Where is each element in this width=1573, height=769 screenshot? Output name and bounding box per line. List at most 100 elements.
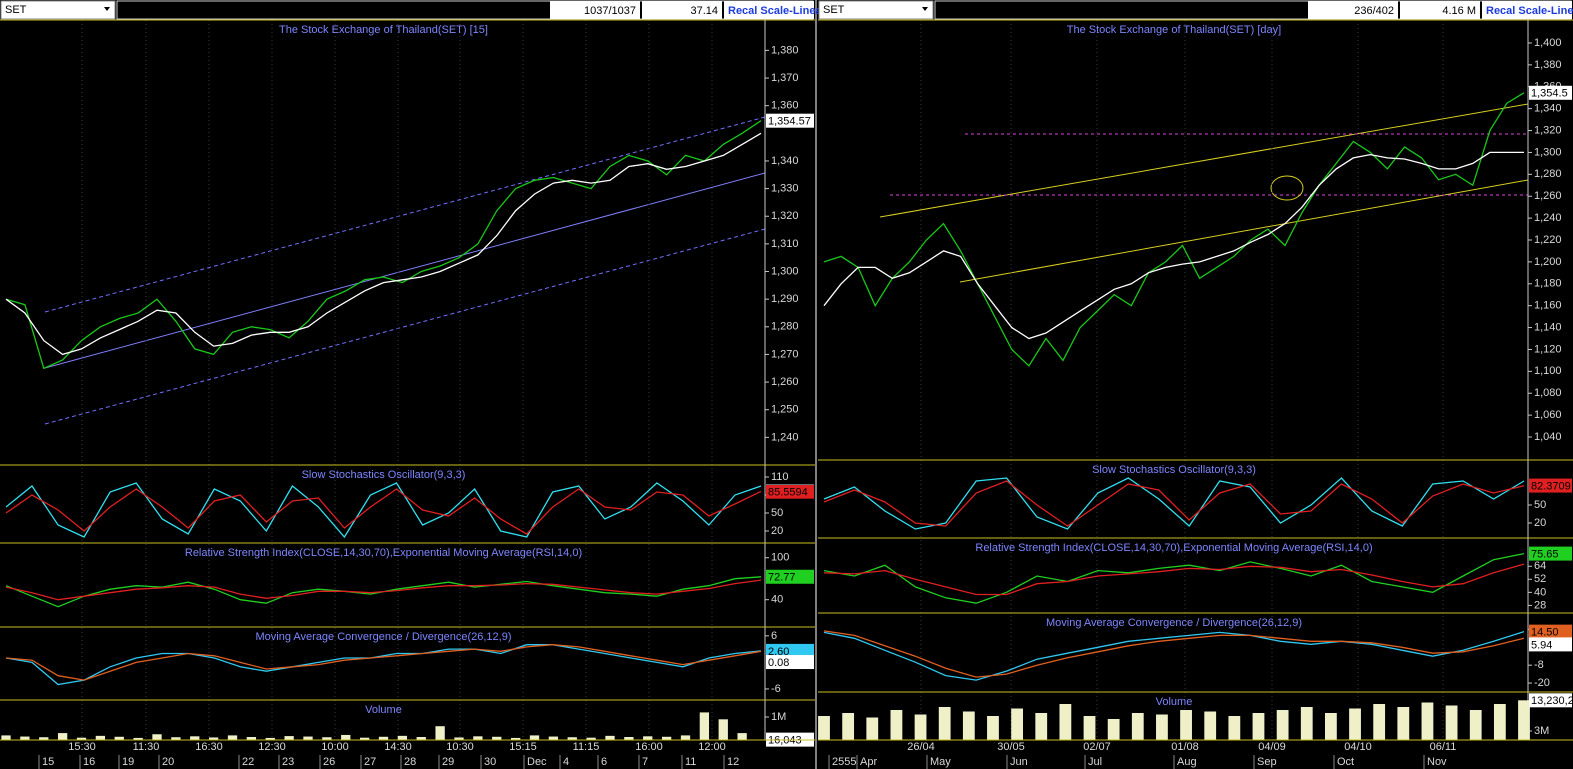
count-box <box>550 1 640 19</box>
volume-bar <box>208 737 219 740</box>
y-tick-label: 1,240 <box>771 431 799 443</box>
volume-bar <box>454 737 464 740</box>
y-tick-label: 1,060 <box>1534 409 1562 421</box>
x-date-label: 15 <box>42 756 54 768</box>
volume-bar <box>416 737 426 740</box>
series-line <box>5 644 762 681</box>
series-line <box>823 480 1525 527</box>
x-date-label: Nov <box>1427 756 1447 768</box>
value-label: 72.77 <box>768 572 796 584</box>
value-label: 85.5594 <box>768 487 808 499</box>
y-tick-label: 6 <box>771 630 777 642</box>
volume-bar <box>1011 708 1024 740</box>
x-time-label: 30/05 <box>997 741 1025 753</box>
volume-bar <box>39 737 49 740</box>
y-tick-label: 1,280 <box>1534 168 1562 180</box>
panel-title: The Stock Exchange of Thailand(SET) [day… <box>1067 24 1281 36</box>
value-label-box <box>1529 637 1572 652</box>
volume-bar <box>1 735 11 740</box>
volume-bar <box>1156 714 1168 740</box>
recal-button-label[interactable]: Recal Scale-Linea <box>728 5 822 17</box>
volume-bar <box>718 719 728 740</box>
x-date-label: 27 <box>364 756 376 768</box>
value-label-box <box>766 569 814 584</box>
panel-title: Relative Strength Index(CLOSE,14,30,70),… <box>185 547 582 559</box>
x-date-label: 11 <box>685 756 696 768</box>
series-line <box>5 644 762 686</box>
value-label-box <box>1529 478 1572 493</box>
volume-bar <box>95 735 106 740</box>
x-time-label: 12:30 <box>258 741 286 753</box>
x-time-label: 04/09 <box>1258 741 1286 753</box>
y-tick-label: 1,240 <box>1534 212 1562 224</box>
volume-bar <box>57 733 68 740</box>
symbol-box[interactable] <box>0 0 116 20</box>
panel-title: Slow Stochastics Oscillator(9,3,3) <box>302 469 466 481</box>
volume-bar <box>397 735 408 740</box>
symbol[interactable]: SET <box>823 4 845 16</box>
y-tick-label: 50 <box>1534 499 1546 511</box>
y-tick-label: 1,340 <box>1534 103 1562 115</box>
x-time-label: 04/10 <box>1344 741 1372 753</box>
series-line <box>5 132 762 356</box>
symbol-box[interactable] <box>818 0 934 20</box>
y-tick-label: -20 <box>1534 677 1550 689</box>
series-line <box>823 630 1525 678</box>
x-date-label: Sep <box>1257 756 1277 768</box>
x-date-label: May <box>930 756 951 768</box>
y-tick-label: 40 <box>771 594 783 606</box>
value-label-box <box>766 643 814 658</box>
x-date-label: 28 <box>404 756 416 768</box>
volume-bar <box>227 735 238 740</box>
volume-bar <box>1518 700 1530 740</box>
recal-button[interactable] <box>1482 1 1572 19</box>
x-date-label: 20 <box>162 756 174 768</box>
panel-title: Relative Strength Index(CLOSE,14,30,70),… <box>975 542 1372 554</box>
symbol[interactable]: SET <box>5 4 27 16</box>
value-label: 1,354.5 <box>1531 88 1568 100</box>
volume-bar <box>492 736 502 740</box>
y-tick-label: 1,330 <box>771 183 799 195</box>
y-tick-label: 20 <box>1534 517 1546 529</box>
y-tick-label: 1,200 <box>1534 256 1562 268</box>
series-line <box>823 552 1525 604</box>
y-tick-label: 40 <box>1534 586 1546 598</box>
value-label-box <box>766 484 814 499</box>
volume-bar <box>1300 707 1313 740</box>
recal-button[interactable] <box>724 1 814 19</box>
x-date-label: 29 <box>442 756 454 768</box>
panel-title: Moving Average Convergence / Divergence(… <box>255 631 511 643</box>
y-tick-label: 1M <box>771 711 786 723</box>
y-tick-label: 1,140 <box>1534 321 1562 333</box>
recal-button-label[interactable]: Recal Scale-Linea <box>1486 5 1573 17</box>
y-tick-label: -6 <box>771 683 781 695</box>
volume-bar <box>567 737 577 740</box>
y-tick-label: 3M <box>1534 725 1549 737</box>
volume-bar <box>473 736 483 740</box>
volume-bar <box>359 737 370 740</box>
x-time-label: 15:30 <box>68 741 96 753</box>
field-box <box>642 1 722 19</box>
y-tick-label: 1,310 <box>771 238 799 250</box>
volume-bar <box>866 717 879 740</box>
y-tick-label: 1,290 <box>771 293 799 305</box>
series-line <box>5 488 762 535</box>
y-tick-label: 1,320 <box>771 210 799 222</box>
volume-bar <box>1373 704 1386 740</box>
volume-bar <box>1180 710 1192 740</box>
x-date-label: Jul <box>1088 756 1102 768</box>
x-date-label: 22 <box>242 756 254 768</box>
series-line <box>823 151 1524 340</box>
volume-bar <box>1035 713 1048 740</box>
x-date-label: 26 <box>323 756 335 768</box>
x-time-label: 10:00 <box>321 741 349 753</box>
y-tick-label: 1,380 <box>1534 59 1562 71</box>
x-date-label: 2555 <box>832 756 856 768</box>
x-time-label: 11:30 <box>133 741 160 753</box>
volume-bar <box>987 716 999 740</box>
y-tick-label: 1,260 <box>1534 190 1562 202</box>
volume-bar <box>1276 710 1289 740</box>
volume-bar <box>1083 716 1096 740</box>
y-tick-label: 1,270 <box>771 348 799 360</box>
volume-bar <box>624 737 634 740</box>
